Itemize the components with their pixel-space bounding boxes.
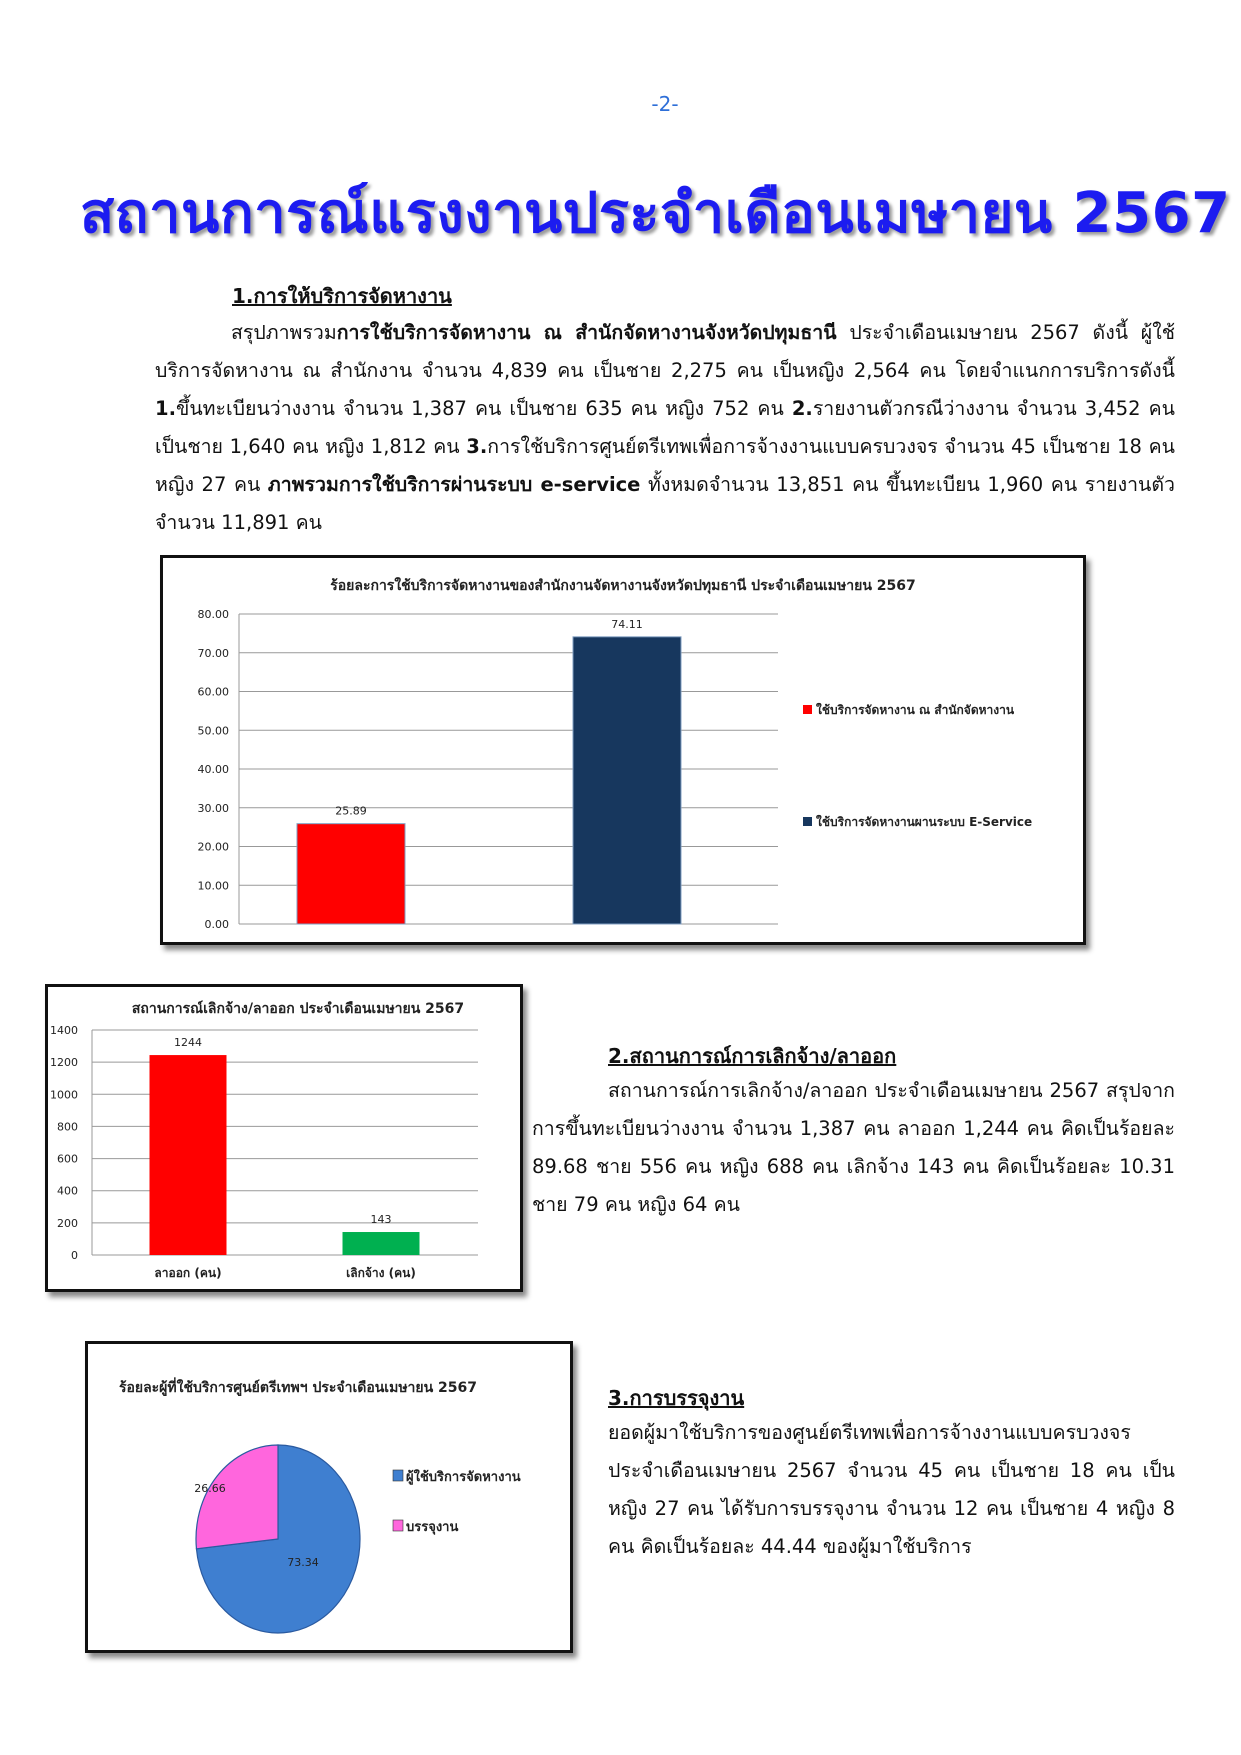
y-tick-label: 30.00 bbox=[198, 802, 230, 815]
section1-text-segment: รายงานตัวกรณีว่างงาน จำนวน 3,452 คน เป็น… bbox=[155, 397, 1175, 458]
legend-label: บรรจุงาน bbox=[406, 1520, 458, 1535]
section2-text: สถานการณ์การเลิกจ้าง/ลาออก ประจำเดือนเมษ… bbox=[532, 1079, 1175, 1216]
y-tick-label: 0 bbox=[71, 1249, 78, 1262]
section1-text-segment: การใช้บริการจัดหางาน ณ สำนักจัดหางานจังห… bbox=[336, 321, 837, 344]
data-label: 74.11 bbox=[611, 618, 643, 631]
x-tick-label: ลาออก (คน) bbox=[154, 1266, 221, 1280]
section1-heading: 1.การให้บริการจัดหางาน bbox=[232, 284, 452, 308]
data-label: 73.34 bbox=[287, 1556, 319, 1569]
bar bbox=[342, 1232, 420, 1255]
y-tick-label: 1400 bbox=[50, 1024, 78, 1037]
legend-label: ใช้บริการจัดหางานผานระบบ E-Service bbox=[816, 814, 1032, 829]
y-tick-label: 20.00 bbox=[198, 841, 230, 854]
section3-heading: 3.การบรรจุงาน bbox=[608, 1386, 745, 1410]
legend-swatch bbox=[392, 1519, 404, 1532]
page-title: สถานการณ์แรงงานประจำเดือนเมษายน 2567 bbox=[80, 181, 1231, 246]
y-tick-label: 1200 bbox=[50, 1056, 78, 1069]
legend-swatch bbox=[392, 1469, 404, 1482]
legend-label: ผู้ใช้บริการจัดหางาน bbox=[406, 1468, 521, 1485]
chart-service-percentage: ร้อยละการใช้บริการจัดหางานของสำนักงานจัด… bbox=[160, 555, 1086, 945]
legend-label: ใช้บริการจัดหางาน ณ สำนักจัดหางาน bbox=[816, 702, 1015, 717]
section2-heading: 2.สถานการณ์การเลิกจ้าง/ลาออก bbox=[608, 1044, 897, 1068]
y-tick-label: 60.00 bbox=[198, 686, 230, 699]
page-number: -2- bbox=[651, 92, 679, 116]
section1-text-segment: 1. bbox=[155, 397, 176, 420]
chart-title: สถานการณ์เลิกจ้าง/ลาออก ประจำเดือนเมษายน… bbox=[132, 1000, 464, 1017]
data-label: 25.89 bbox=[335, 805, 367, 818]
y-tick-label: 600 bbox=[57, 1153, 78, 1166]
bar bbox=[572, 636, 682, 925]
section1-paragraph: สรุปภาพรวมการใช้บริการจัดหางาน ณ สำนักจั… bbox=[155, 314, 1175, 542]
y-tick-label: 800 bbox=[57, 1120, 78, 1133]
y-tick-label: 80.00 bbox=[198, 608, 230, 621]
x-tick-label: เลิกจ้าง (คน) bbox=[346, 1266, 416, 1280]
chart-title: ร้อยละการใช้บริการจัดหางานของสำนักงานจัด… bbox=[330, 576, 916, 594]
y-tick-label: 70.00 bbox=[198, 647, 230, 660]
y-tick-label: 200 bbox=[57, 1217, 78, 1230]
data-label: 26.66 bbox=[194, 1482, 226, 1495]
bar bbox=[296, 823, 406, 925]
pie-slice bbox=[195, 1444, 279, 1550]
chart-termination-resignation: สถานการณ์เลิกจ้าง/ลาออก ประจำเดือนเมษายน… bbox=[45, 984, 523, 1292]
y-tick-label: 400 bbox=[57, 1185, 78, 1198]
section3-paragraph: ยอดผู้มาใช้บริการของศูนย์ตรีเทพเพื่อการจ… bbox=[608, 1421, 1175, 1558]
chart-trithep-pie: ร้อยละผู้ที่ใช้บริการศูนย์ตรีเทพฯ ประจำเ… bbox=[85, 1341, 573, 1653]
section1-text-segment: ทั้งหมดจำนวน 13,851 คน ขึ้นทะเบียน 1,960… bbox=[155, 473, 1175, 534]
section1-text-segment: การใช้บริการศูนย์ตรีเทพเพื่อการจ้างงานแบ… bbox=[155, 435, 1175, 496]
section2-paragraph: สถานการณ์การเลิกจ้าง/ลาออก ประจำเดือนเมษ… bbox=[532, 1072, 1175, 1224]
section1-text-segment: ภาพรวมการใช้บริการผ่านระบบ e-service bbox=[267, 473, 641, 496]
data-label: 143 bbox=[371, 1213, 392, 1226]
y-tick-label: 40.00 bbox=[198, 763, 230, 776]
y-tick-label: 0.00 bbox=[205, 918, 230, 931]
y-tick-label: 1000 bbox=[50, 1088, 78, 1101]
section1-text-segment: สรุปภาพรวม bbox=[231, 321, 337, 344]
chart-title: ร้อยละผู้ที่ใช้บริการศูนย์ตรีเทพฯ ประจำเ… bbox=[119, 1377, 477, 1396]
section1-text-segment: 2. bbox=[791, 397, 813, 420]
legend-swatch bbox=[803, 817, 812, 826]
legend-swatch bbox=[803, 705, 812, 714]
y-tick-label: 10.00 bbox=[198, 879, 230, 892]
y-tick-label: 50.00 bbox=[198, 724, 230, 737]
section1-text-segment: ขึ้นทะเบียนว่างงาน จำนวน 1,387 คน เป็นชา… bbox=[175, 397, 792, 420]
data-label: 1244 bbox=[174, 1036, 202, 1049]
bar bbox=[149, 1055, 227, 1255]
section1-text-segment: ประจำเดือนเมษายน 2567 ดังนี้ ผู้ใช้บริกา… bbox=[155, 321, 1175, 382]
section1-text-segment: 3. bbox=[466, 435, 488, 458]
